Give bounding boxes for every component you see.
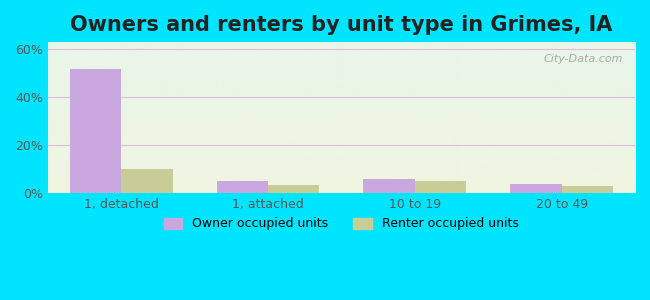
Bar xyxy=(216,181,268,193)
Bar xyxy=(363,179,415,193)
Bar xyxy=(121,169,172,193)
Title: Owners and renters by unit type in Grimes, IA: Owners and renters by unit type in Grime… xyxy=(70,15,612,35)
Bar xyxy=(510,184,562,193)
Bar xyxy=(562,186,613,193)
Bar xyxy=(268,185,319,193)
Bar xyxy=(70,68,121,193)
Bar xyxy=(415,181,466,193)
Legend: Owner occupied units, Renter occupied units: Owner occupied units, Renter occupied un… xyxy=(159,212,524,236)
Text: City-Data.com: City-Data.com xyxy=(544,54,623,64)
